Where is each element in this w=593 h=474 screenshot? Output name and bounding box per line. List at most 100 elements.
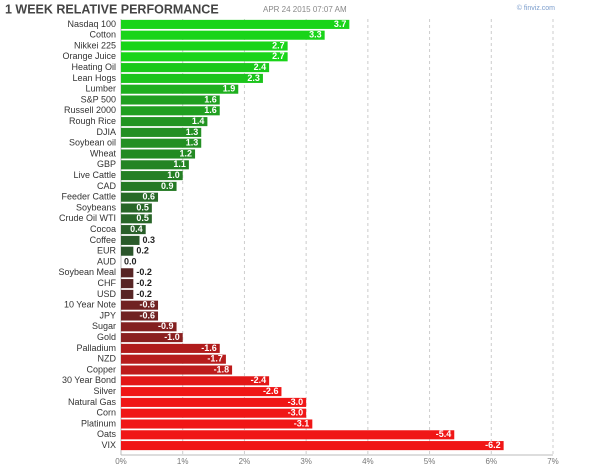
category-label: Nikkei 225	[74, 40, 116, 50]
value-label: -0.6	[140, 310, 156, 320]
bar	[121, 300, 159, 310]
category-label: Cotton	[89, 30, 116, 40]
category-label: Live Cattle	[73, 170, 116, 180]
category-label: Rough Rice	[69, 116, 116, 126]
value-label: -6.2	[485, 440, 501, 450]
value-label: -1.8	[214, 364, 230, 374]
x-tick-label: 2%	[239, 457, 251, 466]
category-label: Feeder Cattle	[61, 192, 116, 202]
value-label: -2.4	[251, 375, 267, 385]
value-label: -3.0	[288, 408, 304, 418]
bar	[121, 160, 189, 170]
x-tick-label: 5%	[424, 457, 436, 466]
bar	[121, 322, 177, 332]
value-label: -0.2	[136, 289, 152, 299]
category-label: Sugar	[92, 321, 116, 331]
bar	[121, 203, 152, 213]
value-label: -0.2	[136, 267, 152, 277]
bar	[121, 333, 183, 343]
value-label: 2.7	[272, 51, 285, 61]
x-tick-label: 6%	[486, 457, 498, 466]
category-label: Soybean oil	[69, 138, 116, 148]
value-label: 2.7	[272, 40, 285, 50]
bar	[121, 289, 134, 299]
category-label: 10 Year Note	[64, 300, 116, 310]
value-label: 0.3	[143, 235, 156, 245]
category-label: Lumber	[85, 84, 116, 94]
category-label: Soybeans	[76, 202, 117, 212]
value-label: 1.6	[204, 94, 217, 104]
bar	[121, 171, 183, 181]
x-tick-label: 7%	[547, 457, 559, 466]
bar	[121, 387, 282, 397]
category-label: Gold	[97, 332, 116, 342]
value-label: 2.4	[254, 62, 267, 72]
value-label: 0.0	[124, 256, 137, 266]
value-label: 2.3	[247, 73, 260, 83]
category-label: S&P 500	[81, 94, 116, 104]
value-label: 3.3	[309, 30, 322, 40]
value-label: -0.9	[158, 321, 174, 331]
category-label: EUR	[97, 246, 117, 256]
bar	[121, 268, 134, 278]
chart-title: 1 WEEK RELATIVE PERFORMANCE	[5, 2, 219, 16]
value-label: 1.9	[223, 84, 236, 94]
bar	[121, 84, 239, 94]
category-label: Copper	[86, 364, 116, 374]
category-label: Nasdaq 100	[67, 19, 116, 29]
bar	[121, 441, 504, 451]
x-tick-label: 3%	[300, 457, 312, 466]
value-label: 1.1	[173, 159, 186, 169]
category-label: Crude Oil WTI	[59, 213, 116, 223]
category-label: Heating Oil	[71, 62, 116, 72]
value-label: -5.4	[436, 429, 452, 439]
value-label: 1.3	[186, 127, 199, 137]
category-label: NZD	[98, 354, 117, 364]
category-label: CAD	[97, 181, 117, 191]
value-label: 0.5	[136, 213, 149, 223]
value-label: 0.2	[136, 246, 149, 256]
bar	[121, 419, 313, 429]
value-label: 1.4	[192, 116, 205, 126]
bar	[121, 311, 159, 321]
value-label: 3.7	[334, 19, 347, 29]
category-label: Corn	[96, 408, 116, 418]
category-label: CHF	[98, 278, 117, 288]
value-label: 0.4	[130, 224, 143, 234]
bar	[121, 343, 220, 353]
bar	[121, 397, 307, 407]
category-label: Platinum	[81, 418, 116, 428]
bar	[121, 376, 270, 386]
bar	[121, 279, 134, 289]
bar	[121, 192, 159, 202]
category-label: Lean Hogs	[72, 73, 116, 83]
category-label: USD	[97, 289, 117, 299]
bar	[121, 127, 202, 137]
category-label: Natural Gas	[68, 397, 117, 407]
bar	[121, 235, 140, 245]
source: © finviz.com	[517, 4, 555, 12]
bar	[121, 63, 270, 73]
value-label: 1.3	[186, 138, 199, 148]
value-label: -0.2	[136, 278, 152, 288]
bar	[121, 354, 226, 364]
category-label: Russell 2000	[64, 105, 116, 115]
category-label: Wheat	[90, 148, 117, 158]
category-label: AUD	[97, 256, 117, 266]
value-label: -0.6	[140, 300, 156, 310]
value-label: 1.6	[204, 105, 217, 115]
bar	[121, 225, 146, 235]
bar	[121, 41, 288, 51]
value-label: 1.0	[167, 170, 180, 180]
value-label: -3.0	[288, 397, 304, 407]
category-label: 30 Year Bond	[62, 375, 116, 385]
x-tick-label: 1%	[177, 457, 189, 466]
bar	[121, 19, 350, 29]
bar	[121, 138, 202, 148]
bar	[121, 149, 196, 159]
bar	[121, 106, 220, 116]
value-label: 0.5	[136, 202, 149, 212]
category-label: VIX	[101, 440, 116, 450]
value-label: -1.6	[201, 343, 217, 353]
